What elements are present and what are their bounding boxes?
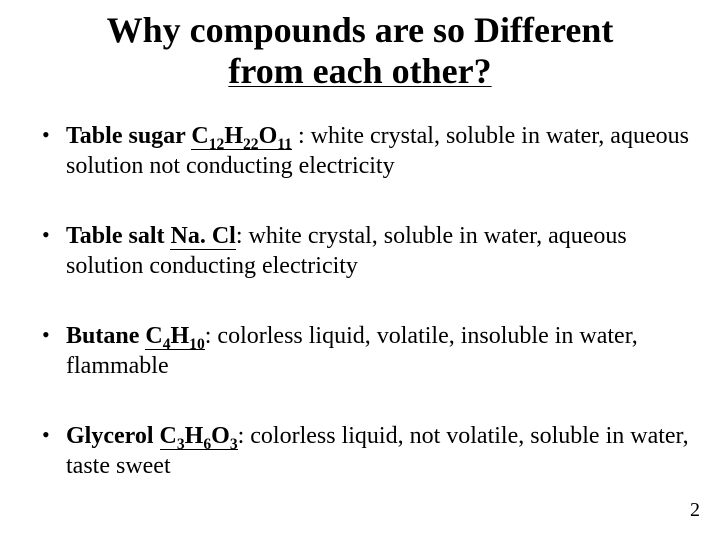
bullet-item: Table salt Na. Cl: white crystal, solubl… [66,221,690,281]
bullet-lead: Table salt [66,223,170,249]
chemical-formula: C3H6O3 [160,423,238,450]
bullet-lead: Table sugar [66,123,191,149]
chemical-formula: Na. Cl [170,223,235,250]
bullet-lead: Glycerol [66,423,160,449]
slide-title: Why compounds are so Different from each… [30,10,690,93]
title-line-2: from each other? [228,51,491,91]
bullet-lead: Butane [66,323,145,349]
chemical-formula: C4H10 [145,323,204,350]
chemical-formula: C12H22O11 [191,123,292,150]
bullet-item: Butane C4H10: colorless liquid, volatile… [66,321,690,381]
bullet-list: Table sugar C12H22O11 : white crystal, s… [30,121,690,481]
bullet-item: Table sugar C12H22O11 : white crystal, s… [66,121,690,181]
page-number: 2 [690,499,700,522]
title-line-1: Why compounds are so Different [107,10,614,50]
bullet-item: Glycerol C3H6O3: colorless liquid, not v… [66,421,690,481]
slide: Why compounds are so Different from each… [0,0,720,540]
